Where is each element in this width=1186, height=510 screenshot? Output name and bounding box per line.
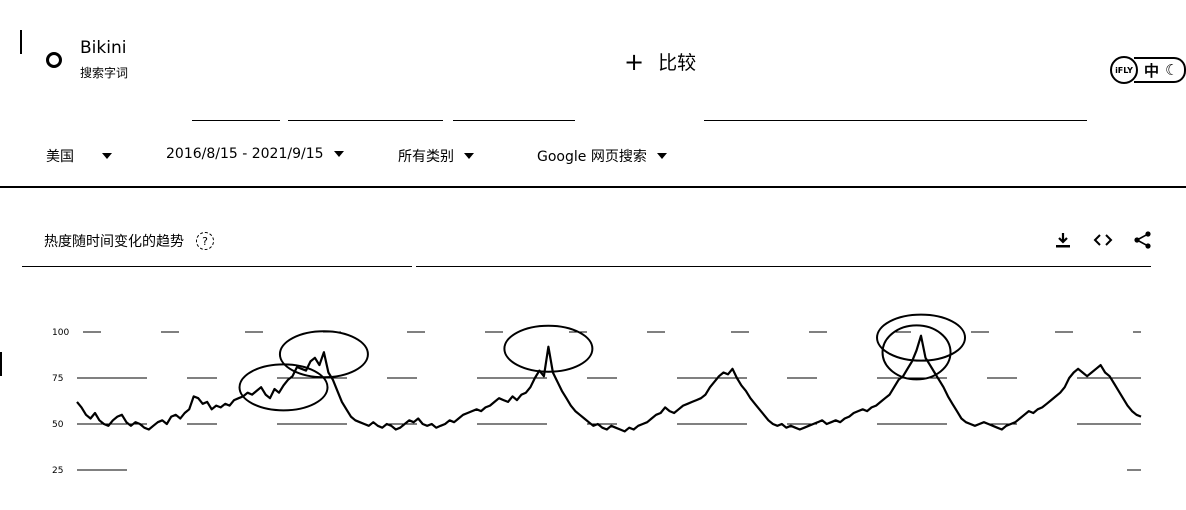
- chevron-down-icon: [333, 151, 344, 157]
- window-edge-mark: [0, 352, 2, 376]
- peak-annotation-circle: [881, 324, 952, 381]
- date-range-value: 2016/8/15 - 2021/9/15: [166, 146, 324, 162]
- search-type-value: Google 网页搜索: [537, 149, 647, 165]
- trend-chart: 100 75 50 25: [52, 313, 1142, 476]
- compare-label: 比较: [658, 52, 697, 74]
- filter-underline: [192, 120, 280, 121]
- y-tick-label: 75: [52, 374, 63, 384]
- moon-icon: ☾: [1165, 61, 1179, 79]
- embed-icon[interactable]: [1092, 229, 1114, 251]
- download-icon[interactable]: [1052, 229, 1074, 251]
- region-select[interactable]: 美国: [46, 146, 112, 166]
- filter-underline: [453, 120, 575, 121]
- language-label: 中: [1144, 61, 1160, 80]
- card-divider: [416, 266, 1151, 267]
- chevron-down-icon: [464, 153, 474, 159]
- help-icon[interactable]: ?: [196, 232, 214, 250]
- search-term-name[interactable]: Bikini: [80, 38, 127, 58]
- plus-icon: +: [624, 47, 645, 76]
- category-select[interactable]: 所有类别: [398, 146, 474, 166]
- y-tick-label: 25: [52, 466, 63, 476]
- window-edge-mark: [20, 30, 22, 54]
- chevron-down-icon: [102, 153, 112, 159]
- ifly-extension-widget[interactable]: iFLY 中 ☾: [1110, 56, 1186, 84]
- chevron-down-icon: [656, 153, 667, 159]
- peak-annotation-circle: [278, 330, 369, 379]
- language-toggle[interactable]: 中 ☾: [1134, 57, 1186, 83]
- search-type-select[interactable]: Google 网页搜索: [537, 146, 667, 166]
- date-range-select[interactable]: 2016/8/15 - 2021/9/15: [166, 146, 344, 162]
- filter-underline: [288, 120, 443, 121]
- y-tick-label: 100: [52, 328, 69, 338]
- term-color-dot-icon: [46, 52, 62, 68]
- card-header: 热度随时间变化的趋势 ?: [44, 231, 214, 251]
- peak-annotation-circle: [876, 313, 967, 362]
- card-title: 热度随时间变化的趋势: [44, 234, 184, 250]
- share-icon[interactable]: [1132, 229, 1154, 251]
- search-term-type: 搜索字词: [80, 66, 129, 80]
- filter-underline: [704, 120, 1087, 121]
- y-tick-label: 50: [52, 420, 64, 430]
- card-divider: [22, 266, 412, 267]
- header-divider: [0, 186, 1186, 188]
- peak-annotation-circle: [503, 324, 594, 373]
- ifly-logo-icon: iFLY: [1110, 56, 1138, 84]
- trend-line: [76, 334, 1142, 433]
- category-value: 所有类别: [398, 149, 454, 165]
- compare-button[interactable]: + 比较: [624, 48, 696, 75]
- region-value: 美国: [46, 149, 74, 165]
